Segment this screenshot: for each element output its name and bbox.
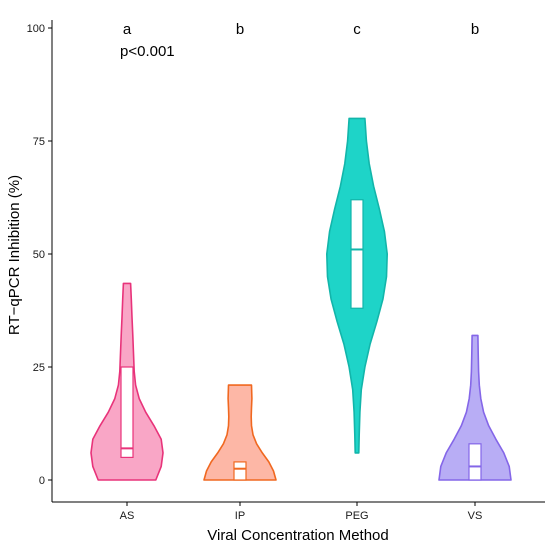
y-tick-label: 100 xyxy=(27,23,45,35)
letter-vs: b xyxy=(471,21,479,38)
y-ticks: 0 25 50 75 100 xyxy=(27,23,52,487)
x-tick-label: VS xyxy=(468,510,483,522)
letter-as: a xyxy=(123,21,132,38)
box-vs xyxy=(468,443,482,481)
y-tick-label: 0 xyxy=(39,475,45,487)
p-value-annotation: p<0.001 xyxy=(120,43,175,60)
x-tick-label: IP xyxy=(235,510,245,522)
letter-peg: c xyxy=(353,21,361,38)
letter-ip: b xyxy=(236,21,244,38)
y-tick-label: 75 xyxy=(33,136,45,148)
x-ticks: AS IP PEG VS xyxy=(120,502,483,522)
violin-ip xyxy=(203,384,277,481)
box-as xyxy=(120,366,134,459)
box-peg xyxy=(350,199,364,309)
x-tick-label: AS xyxy=(120,510,135,522)
violin-layer xyxy=(90,117,512,481)
x-tick-label: PEG xyxy=(345,510,368,522)
box-ip xyxy=(233,461,247,481)
y-tick-label: 25 xyxy=(33,362,45,374)
box-layer xyxy=(120,199,482,481)
x-axis-title: Viral Concentration Method xyxy=(207,527,389,543)
y-axis-title: RT−qPCR Inhibition (%) xyxy=(6,175,23,335)
violin-vs xyxy=(438,334,512,481)
y-tick-label: 50 xyxy=(33,249,45,261)
